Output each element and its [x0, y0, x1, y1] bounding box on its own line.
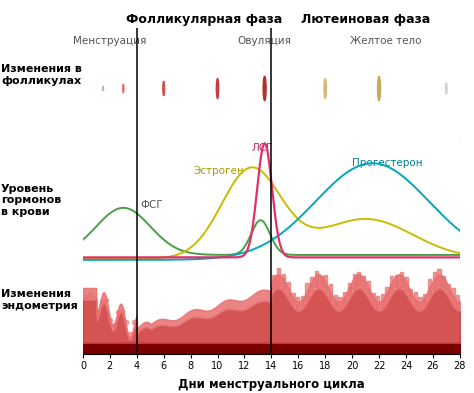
Text: Желтое тело: Желтое тело: [350, 37, 421, 46]
Text: Изменения
эндометрия: Изменения эндометрия: [1, 289, 78, 311]
Text: Фолликулярная фаза: Фолликулярная фаза: [126, 13, 282, 26]
Text: Изменения в
фолликулах: Изменения в фолликулах: [1, 64, 82, 86]
Circle shape: [163, 81, 164, 96]
Circle shape: [123, 84, 124, 93]
X-axis label: Дни менструального цикла: Дни менструального цикла: [178, 378, 365, 391]
Text: Менструация: Менструация: [73, 37, 146, 46]
Text: Уровень
гормонов
в крови: Уровень гормонов в крови: [1, 184, 61, 217]
Text: ЛСГ: ЛСГ: [251, 143, 273, 153]
Text: Лютеиновая фаза: Лютеиновая фаза: [301, 13, 430, 26]
Text: ФСГ: ФСГ: [141, 200, 164, 210]
Circle shape: [446, 83, 447, 94]
Circle shape: [263, 76, 266, 101]
Circle shape: [378, 76, 381, 101]
Text: Эстроген: Эстроген: [193, 165, 244, 176]
Text: Овуляция: Овуляция: [237, 37, 292, 46]
Circle shape: [216, 79, 219, 99]
Circle shape: [324, 79, 327, 99]
Text: Прогестерон: Прогестерон: [352, 158, 423, 168]
